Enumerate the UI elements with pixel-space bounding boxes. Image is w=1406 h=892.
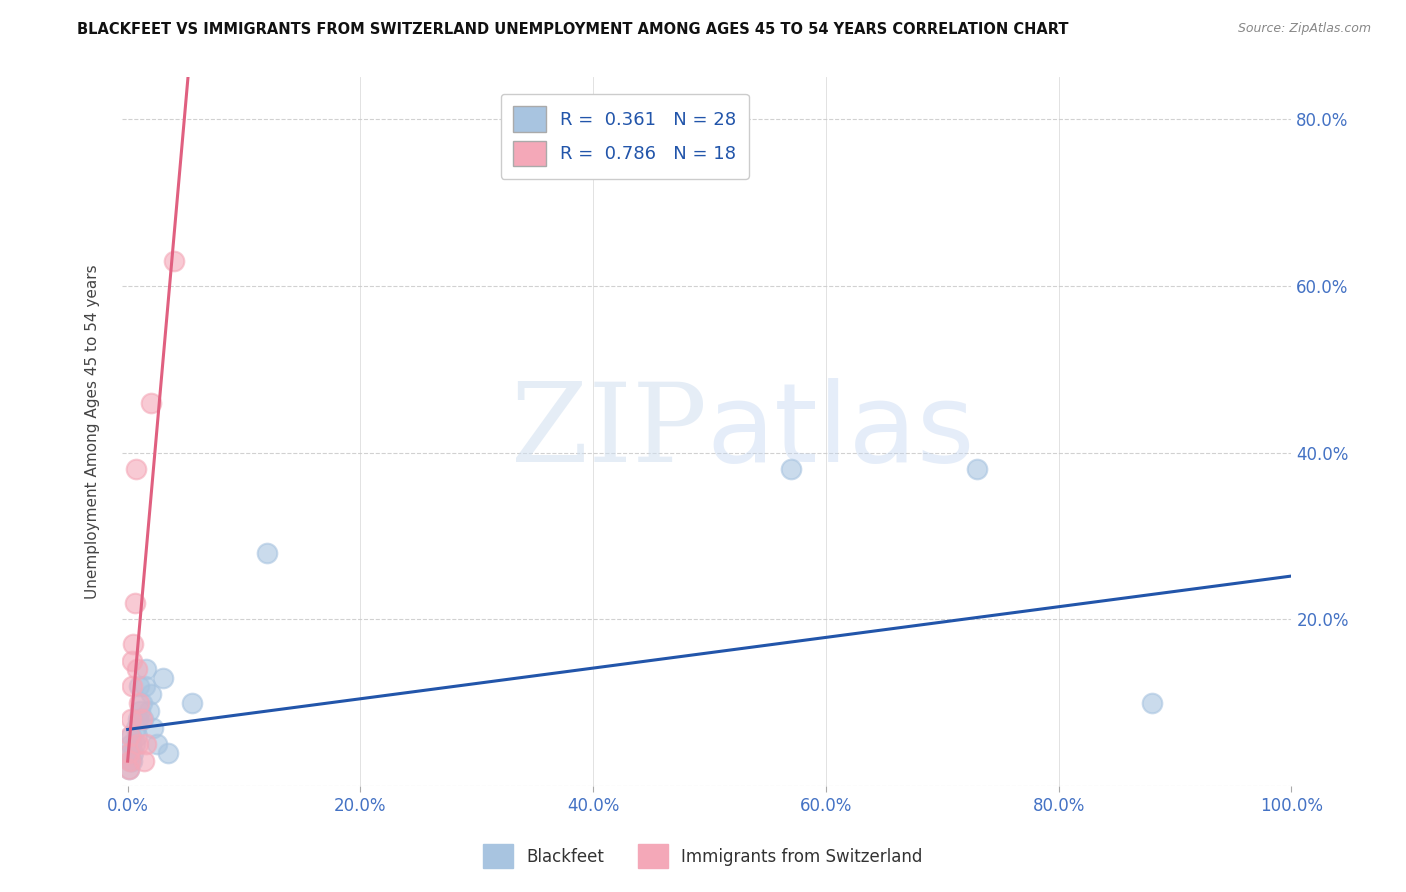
Point [131, 713, 153, 727]
Point [135, 662, 157, 676]
Point [780, 462, 803, 476]
Point [120, 738, 142, 752]
Point [124, 738, 146, 752]
Point [139, 688, 162, 702]
Point [145, 738, 167, 752]
Point [180, 696, 202, 710]
Point [132, 754, 155, 768]
Point [118, 763, 141, 777]
Point [125, 721, 148, 735]
Point [122, 637, 145, 651]
Legend: Blackfeet, Immigrants from Switzerland: Blackfeet, Immigrants from Switzerland [477, 838, 929, 875]
Point [124, 596, 146, 610]
Point [128, 696, 150, 710]
Point [138, 704, 160, 718]
Point [125, 462, 148, 476]
Point [129, 704, 152, 718]
Point [120, 729, 142, 743]
Point [125, 662, 148, 676]
Point [142, 721, 165, 735]
Point [127, 738, 149, 752]
Text: atlas: atlas [707, 378, 976, 485]
Legend: R =  0.361   N = 28, R =  0.786   N = 18: R = 0.361 N = 28, R = 0.786 N = 18 [501, 94, 749, 179]
Point [157, 746, 180, 760]
Point [131, 696, 153, 710]
Point [120, 713, 142, 727]
Point [1140, 696, 1163, 710]
Point [128, 679, 150, 693]
Point [125, 729, 148, 743]
Point [134, 679, 156, 693]
Text: Source: ZipAtlas.com: Source: ZipAtlas.com [1237, 22, 1371, 36]
Point [118, 746, 141, 760]
Point [132, 713, 155, 727]
Point [118, 746, 141, 760]
Point [139, 395, 162, 409]
Y-axis label: Unemployment Among Ages 45 to 54 years: Unemployment Among Ages 45 to 54 years [86, 265, 100, 599]
Point [152, 671, 174, 685]
Point [135, 738, 157, 752]
Point [118, 729, 141, 743]
Text: ZIP: ZIP [510, 378, 707, 485]
Point [118, 754, 141, 768]
Point [966, 462, 988, 476]
Point [256, 546, 278, 560]
Point [121, 654, 143, 668]
Point [118, 754, 141, 768]
Point [163, 253, 186, 268]
Point [121, 754, 143, 768]
Text: BLACKFEET VS IMMIGRANTS FROM SWITZERLAND UNEMPLOYMENT AMONG AGES 45 TO 54 YEARS : BLACKFEET VS IMMIGRANTS FROM SWITZERLAND… [77, 22, 1069, 37]
Point [118, 763, 141, 777]
Point [121, 679, 143, 693]
Point [127, 713, 149, 727]
Point [122, 746, 145, 760]
